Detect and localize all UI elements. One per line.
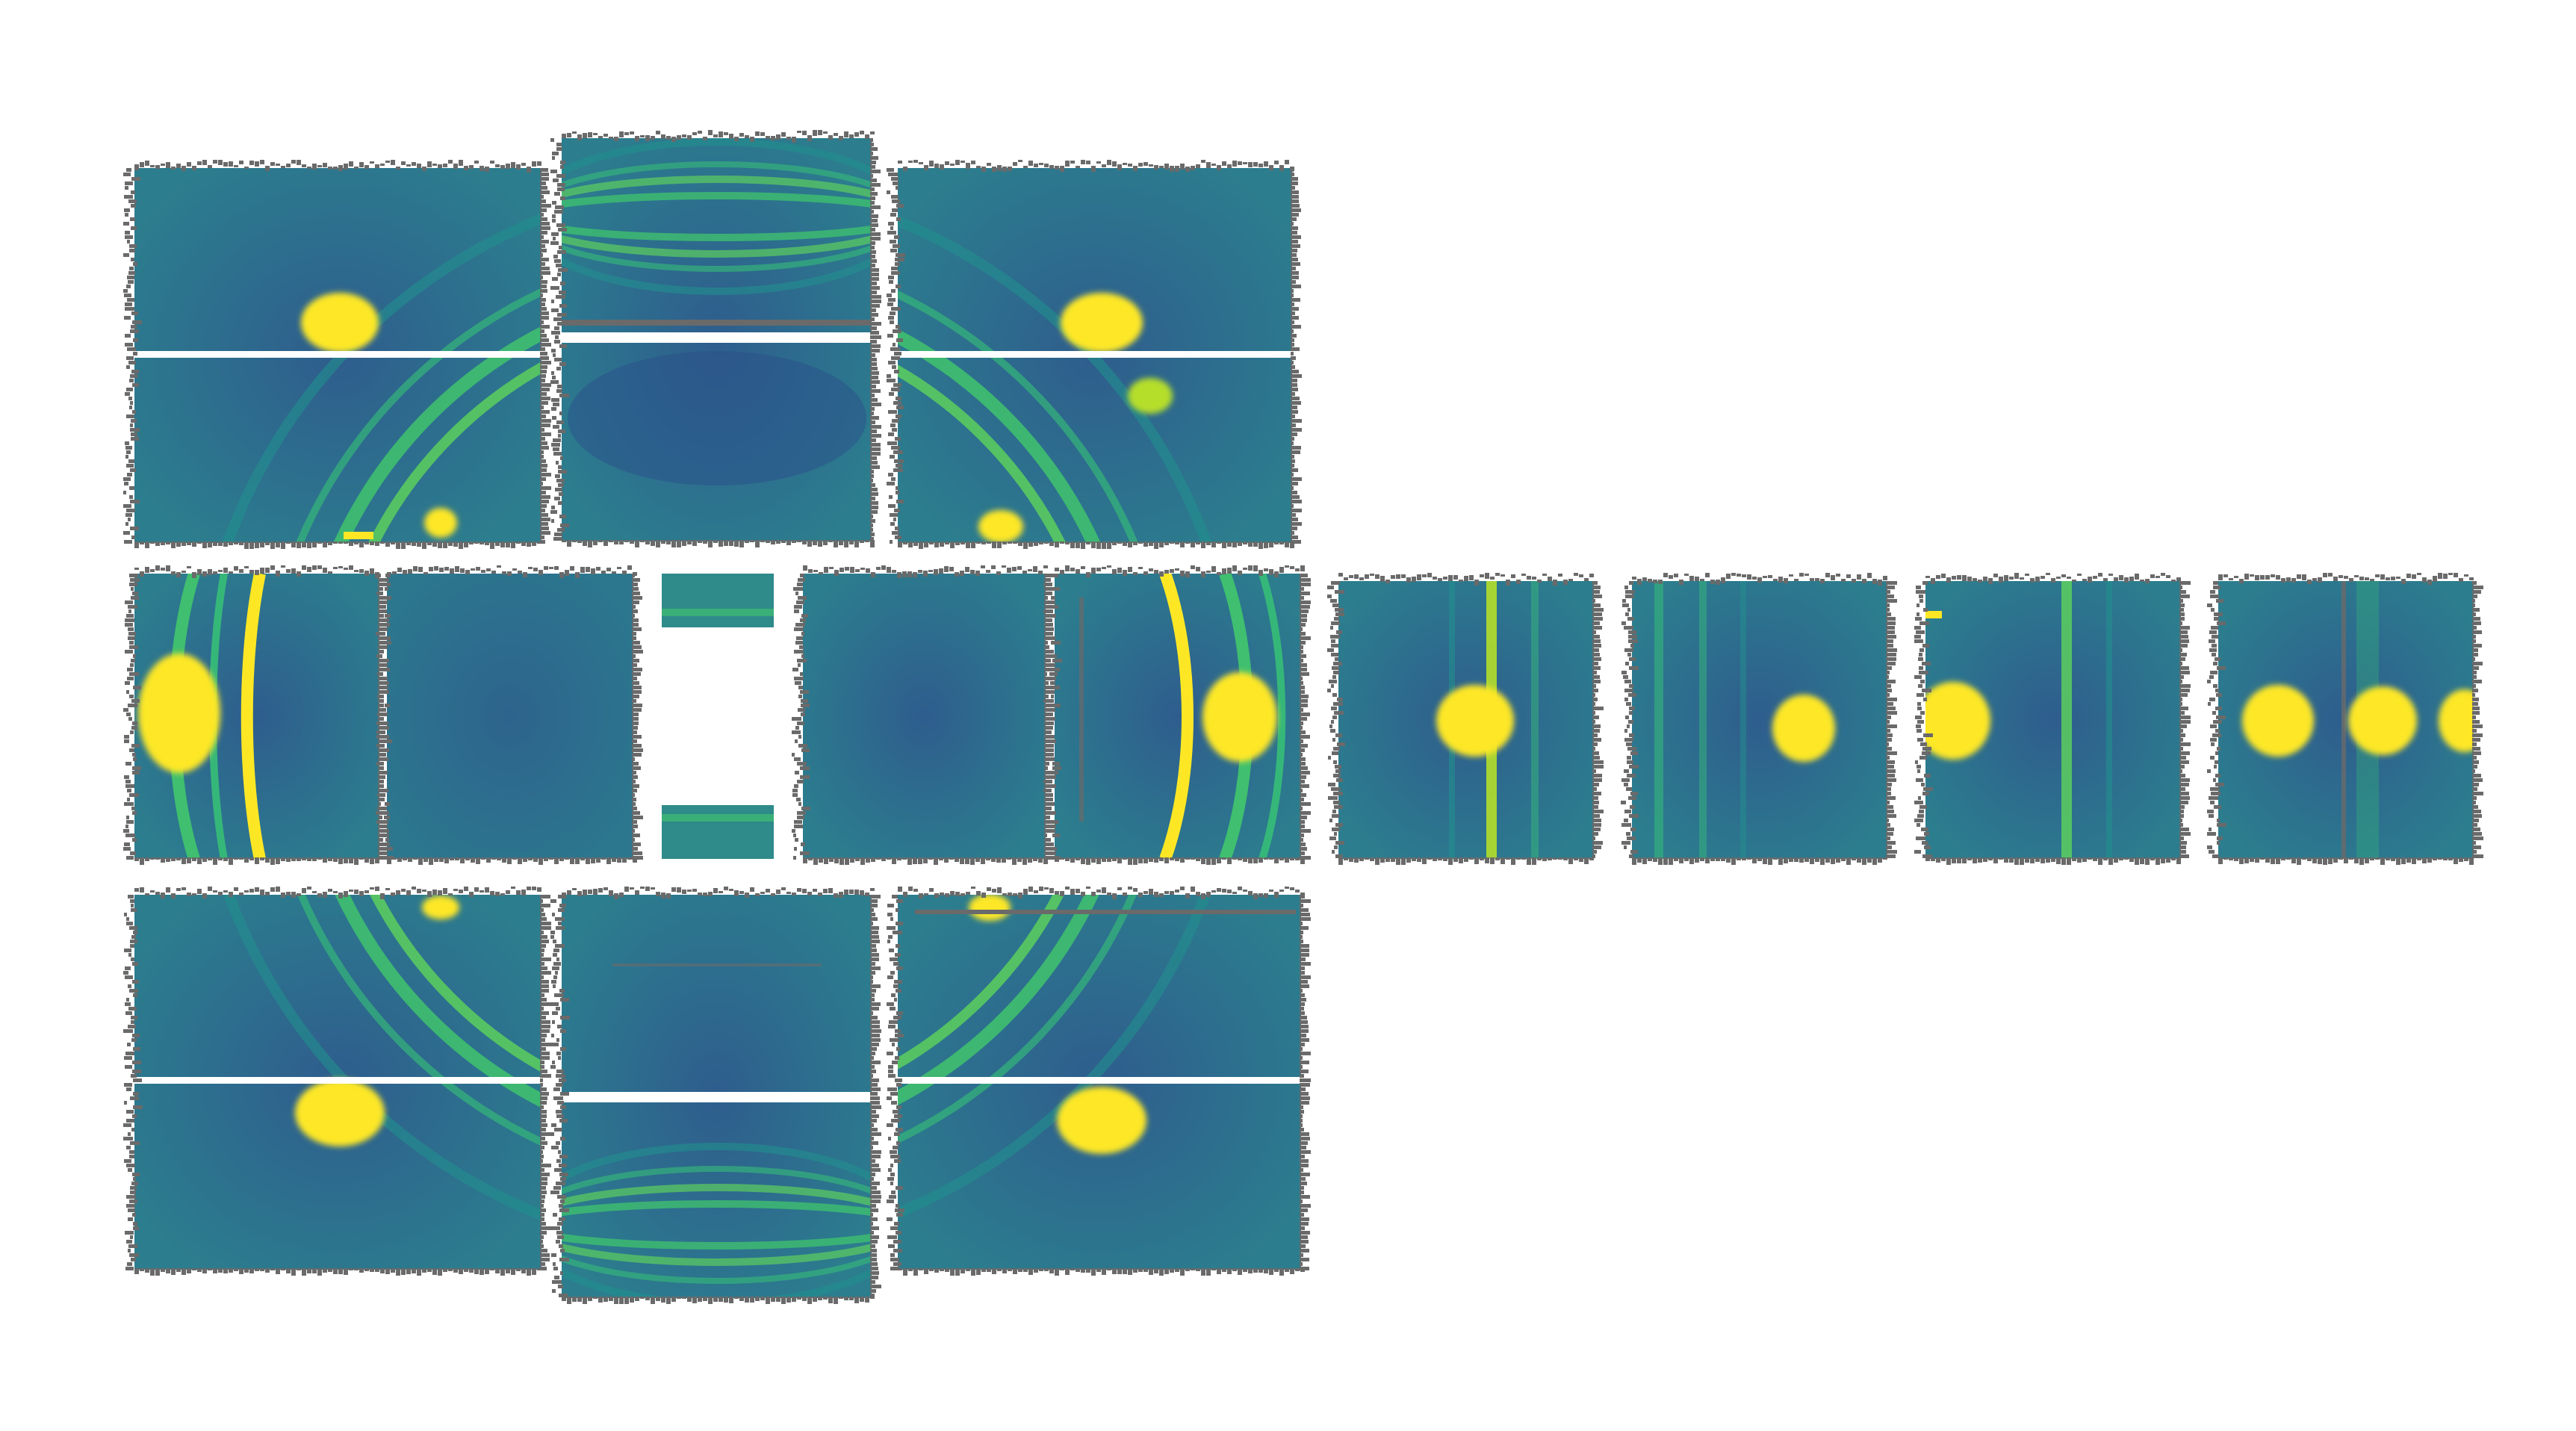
gap-line: [134, 351, 541, 358]
tile-strip-1: [1338, 581, 1594, 859]
tile-middle-left-inner: [387, 574, 633, 859]
tile-edge-noise: [123, 130, 2483, 1304]
gap-line: [134, 1077, 541, 1084]
tile-middle-right-inner: [803, 574, 1046, 859]
tile-center-stub-top: [662, 574, 774, 627]
tile-strip-2: [1632, 581, 1887, 859]
gap-line: [562, 1092, 872, 1102]
gap-line: [898, 351, 1292, 358]
tile-middle-left-outer: [134, 574, 379, 859]
tile-center-stub-bottom: [662, 805, 774, 859]
gap-line: [562, 332, 872, 343]
gap-line: [898, 1077, 1301, 1084]
tile-strip-4: [2218, 581, 2474, 859]
tile-strip-3: [1925, 581, 2181, 859]
tile-top-center: [562, 138, 872, 541]
tile-middle-right-outer: [1055, 574, 1301, 859]
